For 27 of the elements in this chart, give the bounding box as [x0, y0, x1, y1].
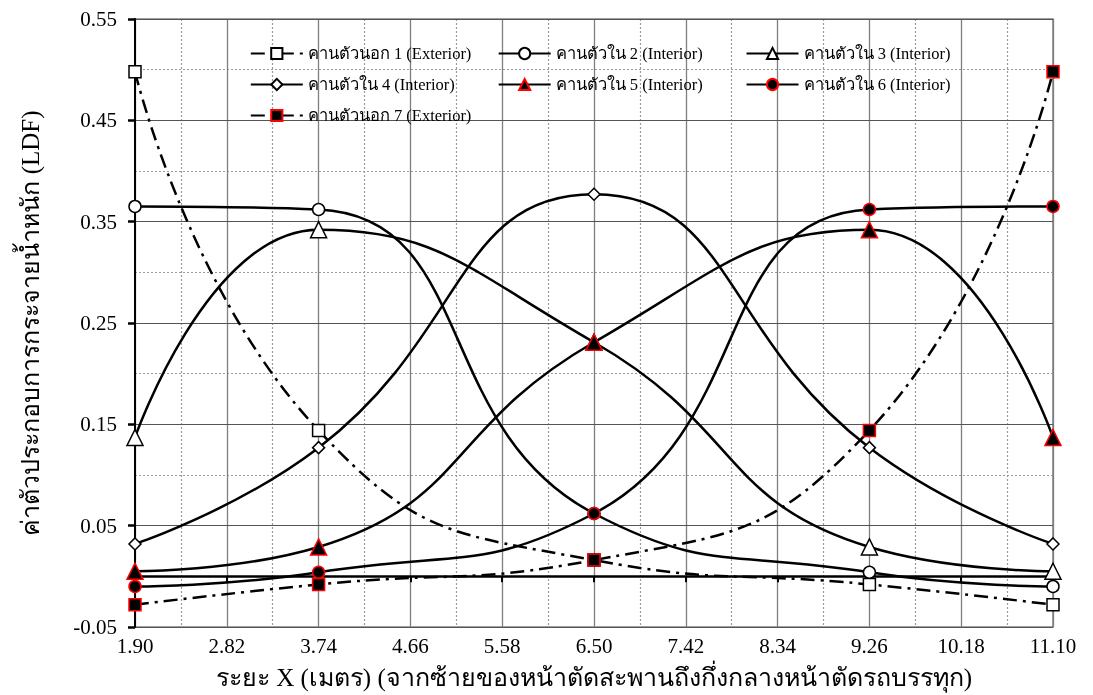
legend-label: คานตัวใน 6 (Interior) — [803, 75, 951, 94]
legend-label: คานตัวใน 4 (Interior) — [307, 75, 455, 94]
x-tick-label: 1.90 — [116, 633, 154, 658]
y-tick-label: 0.55 — [80, 7, 117, 31]
x-tick-label: 11.10 — [1029, 633, 1077, 658]
y-tick-label: -0.05 — [73, 615, 117, 639]
legend-label: คานตัวใน 3 (Interior) — [803, 44, 951, 63]
x-tick-label: 9.26 — [851, 633, 888, 658]
legend-label: คานตัวใน 2 (Interior) — [555, 44, 703, 63]
legend-label: คานตัวใน 5 (Interior) — [555, 75, 703, 94]
y-tick-label: 0.25 — [80, 311, 117, 335]
x-tick-label: 2.82 — [208, 633, 246, 658]
x-tick-label: 7.42 — [667, 633, 705, 658]
y-tick-label: 0.35 — [80, 209, 117, 234]
x-tick-label: 5.58 — [483, 633, 521, 658]
x-tick-label: 8.34 — [759, 633, 797, 658]
x-tick-label: 10.18 — [937, 633, 985, 658]
legend-label: คานตัวนอก 1 (Exterior) — [307, 44, 472, 63]
legend-label: คานตัวนอก 7 (Exterior) — [307, 106, 472, 125]
y-axis-title: ค่าตัวประกอบการกระจายน้ำหนัก (LDF) — [12, 110, 45, 536]
y-tick-label: 0.15 — [80, 412, 117, 437]
x-tick-label: 6.50 — [575, 633, 613, 658]
y-tick-label: 0.05 — [80, 513, 117, 538]
x-tick-label: 4.66 — [392, 633, 429, 658]
x-axis-title: ระยะ X (เมตร) (จากซ้ายของหน้าตัดสะพานถึงกึ่งกลางหน้าตัดรถบรรทุก) — [215, 660, 973, 693]
y-tick-label: 0.45 — [80, 108, 117, 133]
x-tick-label: 3.74 — [300, 633, 338, 658]
